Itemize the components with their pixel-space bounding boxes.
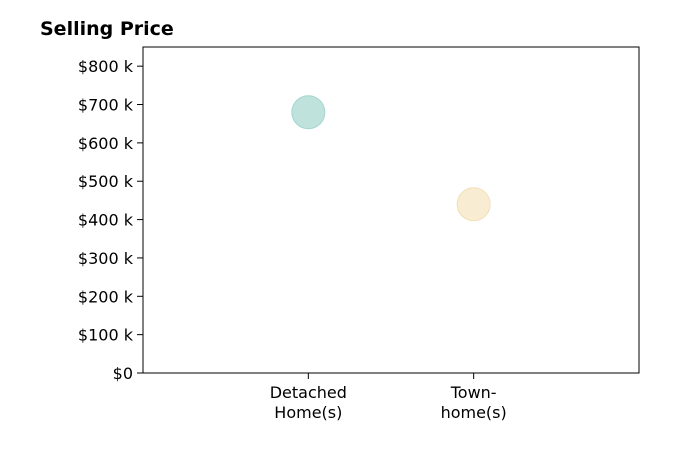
y-tick-label: $800 k [78, 57, 134, 76]
x-tick-label: Home(s) [274, 403, 342, 422]
data-point [456, 187, 491, 222]
y-tick-label: $300 k [78, 249, 134, 268]
chart-title: Selling Price [40, 18, 174, 40]
data-point [291, 95, 326, 130]
y-tick-label: $200 k [78, 287, 134, 306]
y-tick-label: $500 k [78, 172, 134, 191]
x-tick-label: Town- [450, 383, 497, 402]
x-tick-label: Detached [270, 383, 347, 402]
y-tick-label: $100 k [78, 326, 134, 345]
y-tick-label: $400 k [78, 211, 134, 230]
data-points [291, 95, 491, 222]
y-tick-label: $600 k [78, 134, 134, 153]
plot-area-frame [142, 46, 640, 374]
y-tick-label: $0 [113, 364, 133, 383]
x-tick-label: home(s) [441, 403, 507, 422]
y-tick-label: $700 k [78, 96, 134, 115]
y-axis: $0 $100 k $200 k $300 k $400 k $500 k $600 k $7… [78, 57, 143, 383]
